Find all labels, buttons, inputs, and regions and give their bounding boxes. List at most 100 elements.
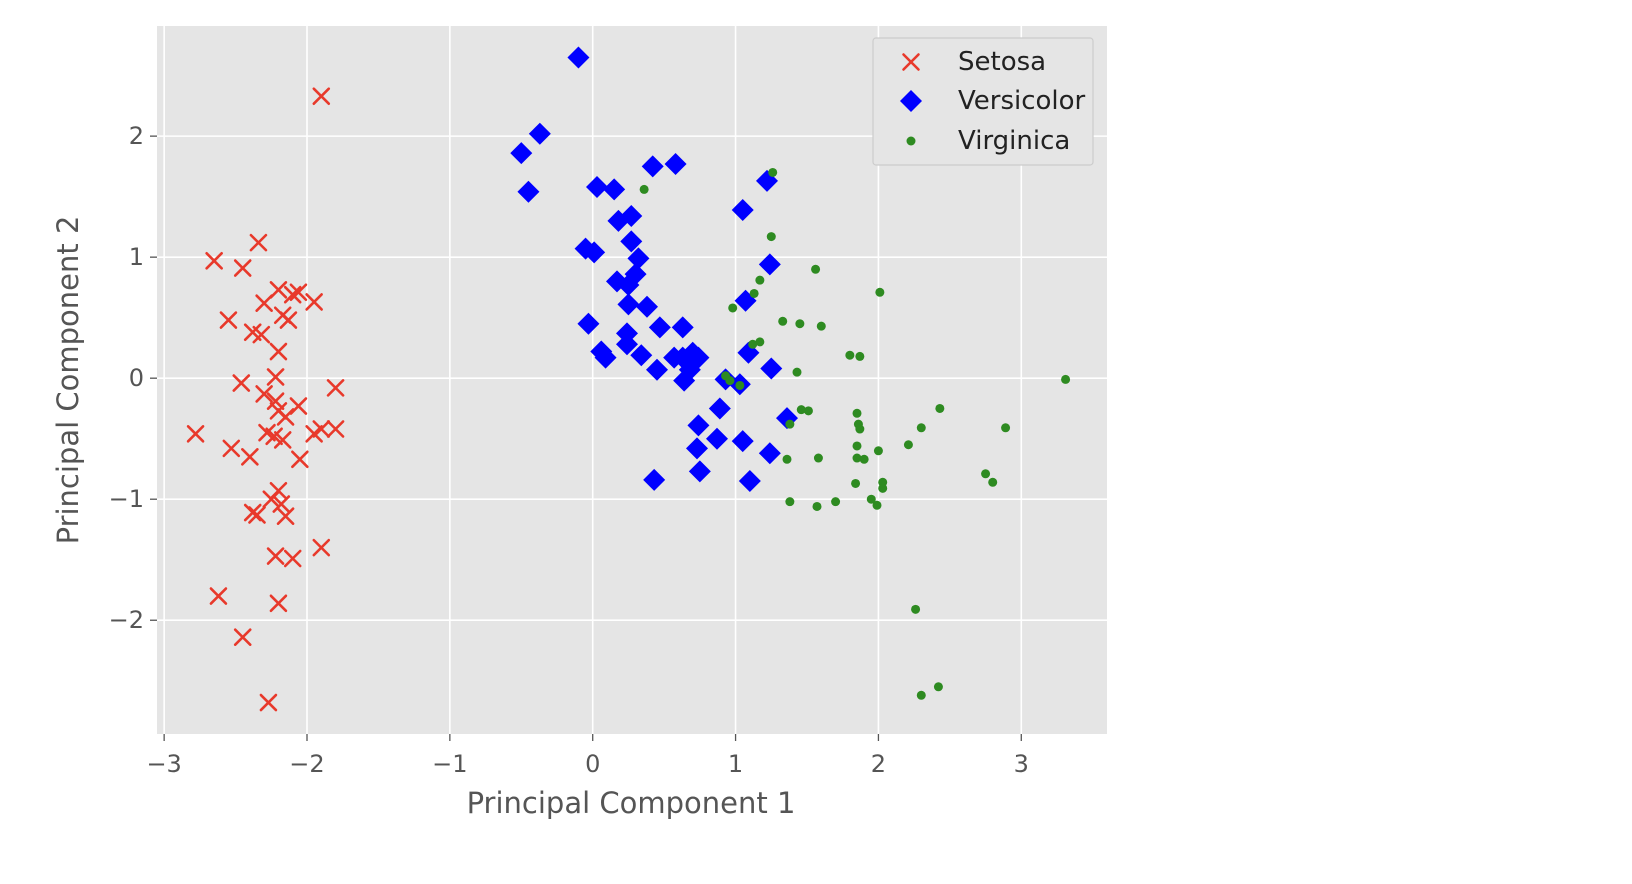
versicolor-point: [671, 316, 694, 339]
virginica-point: [778, 316, 788, 326]
legend-marker-versicolor: [900, 90, 922, 112]
virginica-point: [749, 288, 759, 298]
virginica-point: [851, 478, 861, 488]
virginica-point: [852, 408, 862, 418]
virginica-point: [933, 682, 943, 692]
versicolor-point: [643, 468, 666, 491]
versicolor-point: [758, 442, 781, 465]
virginica-point: [872, 500, 882, 510]
virginica-point: [916, 690, 926, 700]
versicolor-point: [586, 175, 608, 198]
versicolor-point: [577, 312, 600, 335]
y-tick-label: −1: [109, 485, 144, 513]
virginica-point: [811, 264, 821, 274]
setosa-point: [326, 379, 345, 397]
setosa-point: [269, 281, 288, 299]
virginica-point: [866, 494, 876, 504]
virginica-point: [782, 454, 792, 464]
virginica-point: [813, 453, 823, 463]
versicolor-point: [620, 230, 643, 253]
x-tick-label: −2: [289, 750, 324, 778]
setosa-point: [255, 294, 273, 312]
setosa-point: [209, 587, 228, 605]
versicolor-point: [603, 178, 626, 201]
y-tick-label: 2: [129, 122, 144, 150]
setosa-point: [276, 408, 295, 426]
setosa-point: [269, 342, 288, 361]
versicolor-point: [648, 316, 671, 339]
setosa-point: [266, 547, 285, 565]
versicolor-point: [636, 295, 658, 318]
setosa-point: [222, 439, 241, 458]
versicolor-point: [673, 369, 696, 392]
setosa-point: [186, 425, 205, 443]
virginica-point: [803, 406, 813, 416]
setosa-point: [252, 325, 271, 344]
versicolor-point: [617, 293, 640, 316]
x-tick-label: −1: [432, 750, 467, 778]
versicolor-point: [567, 46, 590, 69]
virginica-point: [792, 367, 802, 377]
versicolor-point: [731, 198, 754, 221]
virginica-point: [859, 454, 869, 464]
x-tick-label: 0: [585, 750, 600, 778]
virginica-point: [755, 275, 765, 285]
x-tick-label: 1: [728, 750, 743, 778]
versicolor-point: [617, 273, 640, 296]
versicolor-point: [646, 358, 668, 381]
virginica-point: [852, 453, 862, 463]
setosa-point: [276, 507, 295, 525]
virginica-point: [1001, 423, 1011, 433]
virginica-point: [855, 351, 865, 361]
virginica-point: [878, 483, 888, 493]
versicolor-point: [731, 430, 754, 453]
setosa-point: [269, 594, 288, 613]
setosa-point: [279, 311, 298, 329]
setosa-point: [259, 693, 278, 712]
x-tick-label: 3: [1014, 750, 1029, 778]
versicolor-point: [594, 346, 617, 369]
versicolor-point: [616, 333, 638, 356]
legend-label-setosa: Setosa: [958, 47, 1046, 77]
virginica-point: [831, 497, 841, 507]
versicolor-point: [758, 253, 781, 276]
legend-marker-virginica: [906, 136, 916, 146]
virginica-point: [725, 376, 735, 386]
setosa-point: [312, 87, 331, 105]
setosa-point: [283, 285, 302, 304]
x-axis-label: Principal Component 1: [467, 786, 796, 820]
setosa-point: [266, 368, 285, 386]
versicolor-point: [630, 344, 653, 367]
virginica-point: [785, 419, 795, 429]
setosa-point: [205, 251, 223, 270]
virginica-point: [988, 477, 998, 487]
setosa-point: [273, 431, 292, 449]
versicolor-point: [738, 470, 761, 493]
virginica-point: [852, 441, 862, 451]
versicolor-point: [583, 241, 606, 264]
legend: Setosa Versicolor Virginica: [872, 37, 1094, 166]
versicolor-point: [706, 427, 728, 450]
versicolor-point: [664, 152, 687, 175]
legend-box: [872, 37, 1094, 166]
virginica-point: [911, 604, 921, 614]
virginica-point: [873, 446, 883, 456]
virginica-point: [755, 337, 765, 347]
virginica-point: [816, 321, 826, 331]
virginica-point: [903, 440, 913, 450]
virginica-point: [768, 167, 778, 177]
virginica-point: [785, 497, 795, 507]
virginica-point: [916, 423, 926, 433]
setosa-point: [326, 420, 345, 438]
virginica-point: [812, 501, 822, 511]
legend-marker-setosa: [902, 53, 920, 71]
versicolor-point: [517, 180, 540, 203]
setosa-point: [289, 283, 308, 302]
versicolor-point: [688, 460, 711, 483]
setosa-point: [305, 425, 323, 443]
setosa-point: [265, 427, 283, 446]
versicolor-point: [510, 142, 533, 165]
virginica-point: [728, 303, 738, 313]
virginica-point: [935, 403, 945, 413]
